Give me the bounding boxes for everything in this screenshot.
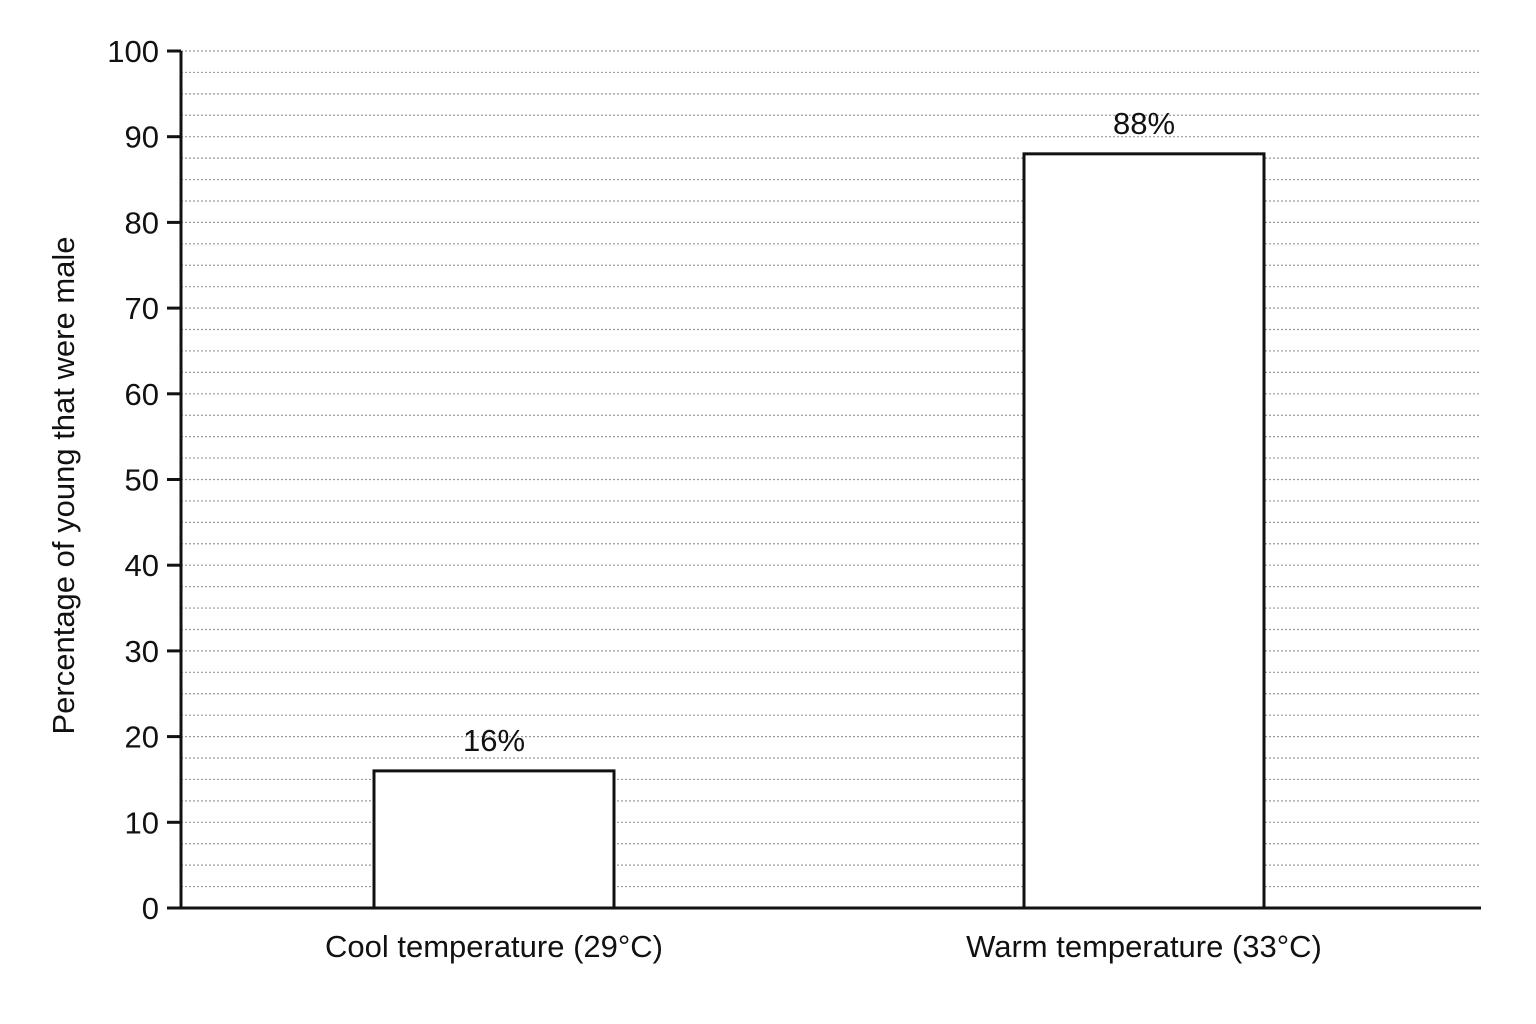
y-ticks: 0 10 20 30 40 50 60 70 80 90 100 [107,34,181,926]
category-labels: Cool temperature (29°C) Warm temperature … [325,929,1322,964]
y-tick-label: 80 [125,205,159,240]
y-tick-label: 40 [125,548,159,583]
bar [372,769,616,910]
y-axis-title: Percentage of young that were male [46,236,81,734]
y-tick-label: 60 [125,377,159,412]
y-tick-label: 10 [125,805,159,840]
y-tick-label: 20 [125,720,159,755]
category-label: Warm temperature (33°C) [966,929,1322,964]
y-tick-label: 0 [142,891,159,926]
y-tick-label: 90 [125,120,159,155]
category-label: Cool temperature (29°C) [325,929,663,964]
y-tick-label: 50 [125,463,159,498]
y-tick-label: 30 [125,634,159,669]
gridlines [181,50,1481,888]
axes [167,51,1481,910]
bar-value-label: 16% [463,723,525,758]
data-labels: 16% 88% [463,106,1175,758]
bars [372,152,1266,910]
bar-value-label: 88% [1113,106,1175,141]
y-tick-label: 100 [107,34,159,69]
bar [1022,152,1266,910]
y-tick-label: 70 [125,291,159,326]
